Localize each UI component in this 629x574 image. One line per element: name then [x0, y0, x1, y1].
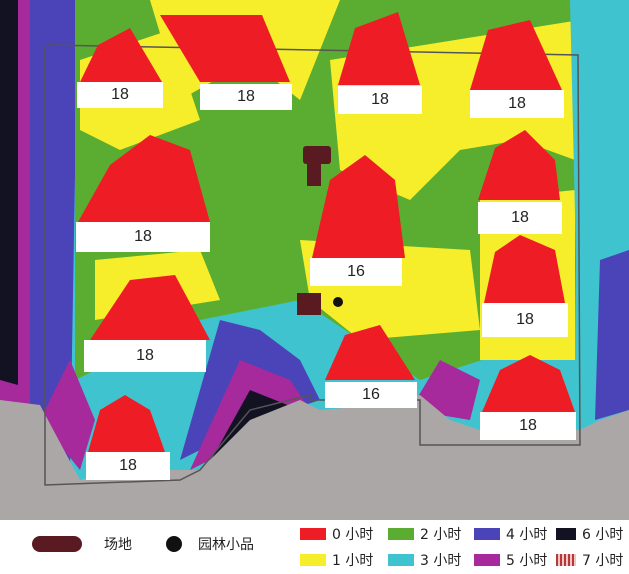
- legend-hour-3: 3 小时: [388, 550, 461, 570]
- swatch-4h: [474, 528, 500, 540]
- zone-0h-7: [478, 130, 560, 200]
- zone-5h-spike-c: [40, 360, 95, 470]
- swatch-0h: [300, 528, 326, 540]
- swatch-2h: [388, 528, 414, 540]
- legend-garden-label: 园林小品: [198, 537, 254, 553]
- building-label: 18: [86, 452, 170, 480]
- zone-0h-1: [80, 28, 162, 82]
- garden-feature: [333, 297, 343, 307]
- zone-0h-3: [338, 12, 420, 85]
- site-swatch: [32, 536, 82, 552]
- swatch-5h: [474, 554, 500, 566]
- swatch-6h: [556, 528, 576, 540]
- legend-hour-label: 4 小时: [506, 527, 548, 543]
- legend-hour-label: 7 小时: [582, 553, 624, 569]
- legend-hour-label: 3 小时: [420, 553, 462, 569]
- legend-hour-label: 1 小时: [332, 553, 374, 569]
- zone-0h-5: [78, 135, 210, 222]
- garden-swatch: [166, 536, 182, 552]
- swatch-1h: [300, 554, 326, 566]
- legend-hour-label: 6 小时: [582, 527, 624, 543]
- building-label: 18: [482, 303, 568, 337]
- legend-site-label: 场地: [104, 537, 132, 553]
- zone-0h-8: [90, 275, 210, 340]
- site-block-1: [303, 146, 331, 164]
- legend-hour-label: 5 小时: [506, 553, 548, 569]
- legend-hour-7: 7 小时: [556, 550, 623, 570]
- site-block-3: [297, 293, 321, 315]
- building-label: 16: [310, 258, 402, 286]
- building-label: 18: [76, 222, 210, 252]
- zone-0h-9: [484, 235, 565, 303]
- zone-4h-right: [595, 250, 629, 420]
- building-label: 16: [325, 382, 417, 408]
- site-block-2: [307, 162, 321, 186]
- legend-hour-2: 2 小时: [388, 524, 461, 544]
- legend-hour-5: 5 小时: [474, 550, 547, 570]
- building-label: 18: [478, 202, 562, 234]
- legend: 场地 园林小品 0 小时 1 小时 2 小时 3 小时 4 小时 5 小时: [0, 520, 629, 574]
- building-label: 18: [480, 412, 576, 440]
- building-label: 18: [77, 82, 163, 108]
- building-label: 18: [470, 90, 564, 118]
- legend-hour-6: 6 小时: [556, 524, 623, 544]
- site-boundary: [44, 44, 581, 486]
- ground-area: [0, 395, 629, 520]
- legend-hour-label: 0 小时: [332, 527, 374, 543]
- legend-hour-label: 2 小时: [420, 527, 462, 543]
- zone-0h-12: [88, 395, 165, 452]
- zone-0h-4: [470, 20, 562, 90]
- legend-hour-0: 0 小时: [300, 524, 373, 544]
- zone-6h-left: [0, 0, 18, 385]
- zone-0h-6: [312, 155, 405, 258]
- legend-site: 场地: [32, 534, 132, 554]
- zone-0h-2: [160, 15, 290, 82]
- legend-hour-4: 4 小时: [474, 524, 547, 544]
- zone-0h-10: [325, 325, 415, 380]
- swatch-3h: [388, 554, 414, 566]
- zone-4h-left: [30, 0, 78, 470]
- zone-0h-11: [482, 355, 575, 412]
- swatch-7h: [556, 554, 576, 566]
- building-label: 18: [84, 340, 206, 372]
- legend-hour-1: 1 小时: [300, 550, 373, 570]
- legend-garden: 园林小品: [166, 534, 254, 554]
- building-label: 18: [200, 84, 292, 110]
- building-label: 18: [338, 86, 422, 114]
